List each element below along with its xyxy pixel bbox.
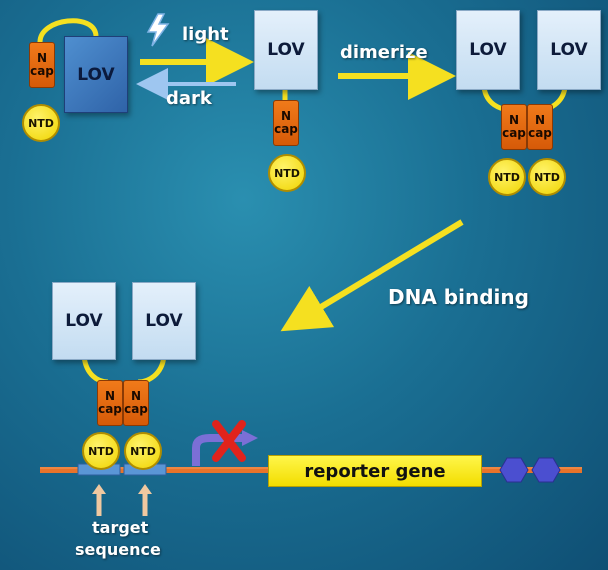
promoter-arrow bbox=[192, 434, 244, 466]
ntd-dark-state: NTD bbox=[22, 104, 60, 142]
lov-dimer-right: LOV bbox=[537, 10, 601, 90]
lov-bound-right: LOV bbox=[132, 282, 196, 360]
target-label: target bbox=[92, 518, 149, 537]
hexagon-2 bbox=[531, 457, 561, 483]
linker-dark-state bbox=[37, 18, 99, 43]
lov-light-state: LOV bbox=[254, 10, 318, 90]
lightning-icon bbox=[146, 13, 170, 47]
ntd-light-state: NTD bbox=[268, 154, 306, 192]
hexagon-1 bbox=[499, 457, 529, 483]
lov-bound-left: LOV bbox=[52, 282, 116, 360]
block-x-icon bbox=[212, 420, 246, 462]
ntd-bound-right: NTD bbox=[124, 432, 162, 470]
dark-label: dark bbox=[166, 88, 212, 109]
reporter-gene-box: reporter gene bbox=[268, 455, 482, 487]
ntd-dimer-right: NTD bbox=[528, 158, 566, 196]
lov-dark-state: LOV bbox=[64, 36, 128, 113]
ntd-dimer-left: NTD bbox=[488, 158, 526, 196]
dna-binding-label: DNA binding bbox=[388, 285, 529, 309]
dna-binding-arrow bbox=[280, 219, 464, 332]
light-label: light bbox=[182, 24, 229, 45]
dimerize-label: dimerize bbox=[340, 42, 428, 63]
lov-dimer-left: LOV bbox=[456, 10, 520, 90]
sequence-label: sequence bbox=[75, 540, 161, 559]
ntd-bound-left: NTD bbox=[82, 432, 120, 470]
